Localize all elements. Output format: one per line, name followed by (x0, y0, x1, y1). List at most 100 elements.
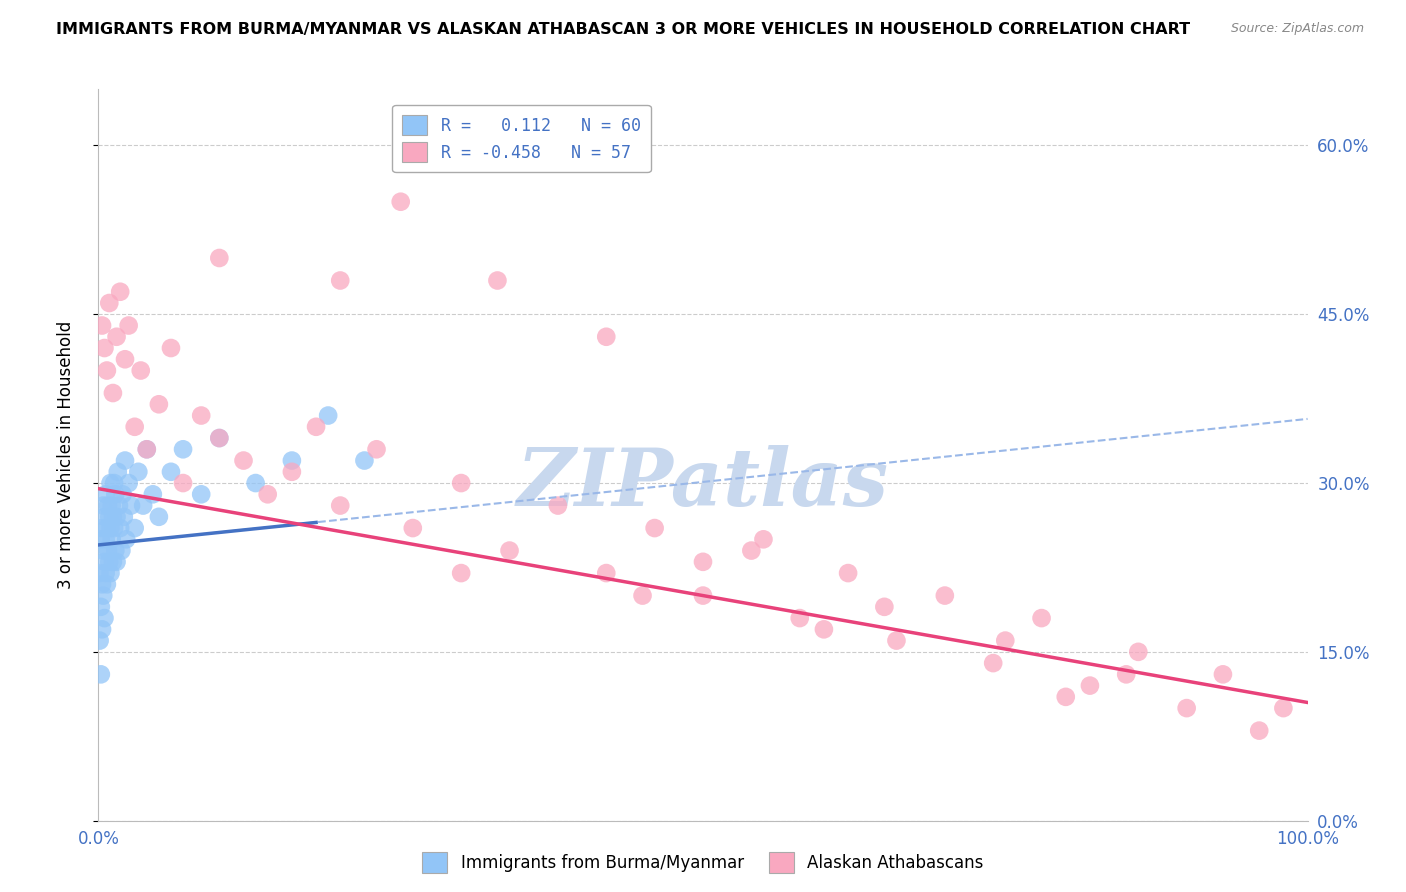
Point (132, 499, 155, 513)
Point (103, 476, 125, 491)
Point (498, 543, 520, 558)
Text: Source: ZipAtlas.com: Source: ZipAtlas.com (1230, 22, 1364, 36)
Point (104, 487, 127, 501)
Point (103, 521, 125, 535)
Point (547, 499, 569, 513)
Point (91, 623, 114, 637)
Point (94, 566, 117, 580)
Point (127, 465, 149, 479)
Point (789, 611, 811, 625)
Point (692, 555, 714, 569)
Point (740, 543, 762, 558)
Point (190, 409, 212, 423)
Point (96, 363, 118, 377)
Point (190, 487, 212, 501)
Point (281, 465, 304, 479)
Point (98, 296, 121, 310)
Point (100, 499, 122, 513)
Point (886, 633, 908, 648)
Point (93, 341, 115, 355)
Point (644, 521, 666, 535)
Point (91, 589, 114, 603)
Text: ZIPatlas: ZIPatlas (517, 445, 889, 523)
Point (93, 509, 115, 524)
Point (135, 442, 157, 457)
Point (120, 499, 142, 513)
Point (148, 397, 170, 411)
Point (692, 589, 714, 603)
Point (595, 330, 617, 344)
Point (1078, 679, 1101, 693)
Point (108, 521, 131, 535)
Point (100, 533, 122, 547)
Point (873, 599, 896, 614)
Point (142, 487, 165, 501)
Point (934, 589, 956, 603)
Point (93, 555, 115, 569)
Point (208, 251, 231, 265)
Point (631, 589, 654, 603)
Point (91, 318, 114, 333)
Point (208, 431, 231, 445)
Point (450, 476, 472, 491)
Point (97, 543, 120, 558)
Point (402, 521, 425, 535)
Point (96, 521, 118, 535)
Point (1272, 701, 1295, 715)
Point (353, 453, 375, 467)
Point (232, 453, 254, 467)
Point (994, 633, 1017, 648)
Legend: R =   0.112   N = 60, R = -0.458   N = 57: R = 0.112 N = 60, R = -0.458 N = 57 (392, 105, 651, 172)
Point (245, 476, 267, 491)
Point (486, 273, 509, 287)
Point (1054, 690, 1077, 704)
Point (105, 555, 128, 569)
Point (129, 363, 152, 377)
Point (1128, 645, 1150, 659)
Point (118, 476, 141, 491)
Point (94, 533, 117, 547)
Point (98, 555, 121, 569)
Point (101, 386, 124, 401)
Point (135, 442, 157, 457)
Point (329, 499, 352, 513)
Point (100, 566, 122, 580)
Point (837, 566, 859, 580)
Point (105, 330, 128, 344)
Point (329, 273, 352, 287)
Point (118, 318, 141, 333)
Point (1249, 723, 1271, 738)
Point (110, 543, 132, 558)
Point (89, 633, 111, 648)
Point (115, 533, 138, 547)
Point (1031, 611, 1053, 625)
Point (172, 476, 194, 491)
Point (1175, 701, 1198, 715)
Point (114, 453, 136, 467)
Point (752, 533, 775, 547)
Point (172, 442, 194, 457)
Point (89, 566, 111, 580)
Point (366, 442, 388, 457)
Point (90, 599, 112, 614)
Point (93, 611, 115, 625)
Point (148, 509, 170, 524)
Point (112, 509, 135, 524)
Point (111, 487, 134, 501)
Point (91, 543, 114, 558)
Point (316, 409, 339, 423)
Point (1115, 667, 1137, 681)
Point (94, 487, 117, 501)
Y-axis label: 3 or more Vehicles in Household: 3 or more Vehicles in Household (56, 321, 75, 589)
Point (108, 499, 131, 513)
Point (91, 499, 114, 513)
Point (100, 521, 122, 535)
Point (595, 566, 617, 580)
Point (389, 194, 412, 209)
Point (114, 352, 136, 367)
Point (101, 555, 124, 569)
Text: IMMIGRANTS FROM BURMA/MYANMAR VS ALASKAN ATHABASCAN 3 OR MORE VEHICLES IN HOUSEH: IMMIGRANTS FROM BURMA/MYANMAR VS ALASKAN… (56, 22, 1191, 37)
Point (100, 476, 122, 491)
Legend: Immigrants from Burma/Myanmar, Alaskan Athabascans: Immigrants from Burma/Myanmar, Alaskan A… (416, 846, 990, 880)
Point (208, 431, 231, 445)
